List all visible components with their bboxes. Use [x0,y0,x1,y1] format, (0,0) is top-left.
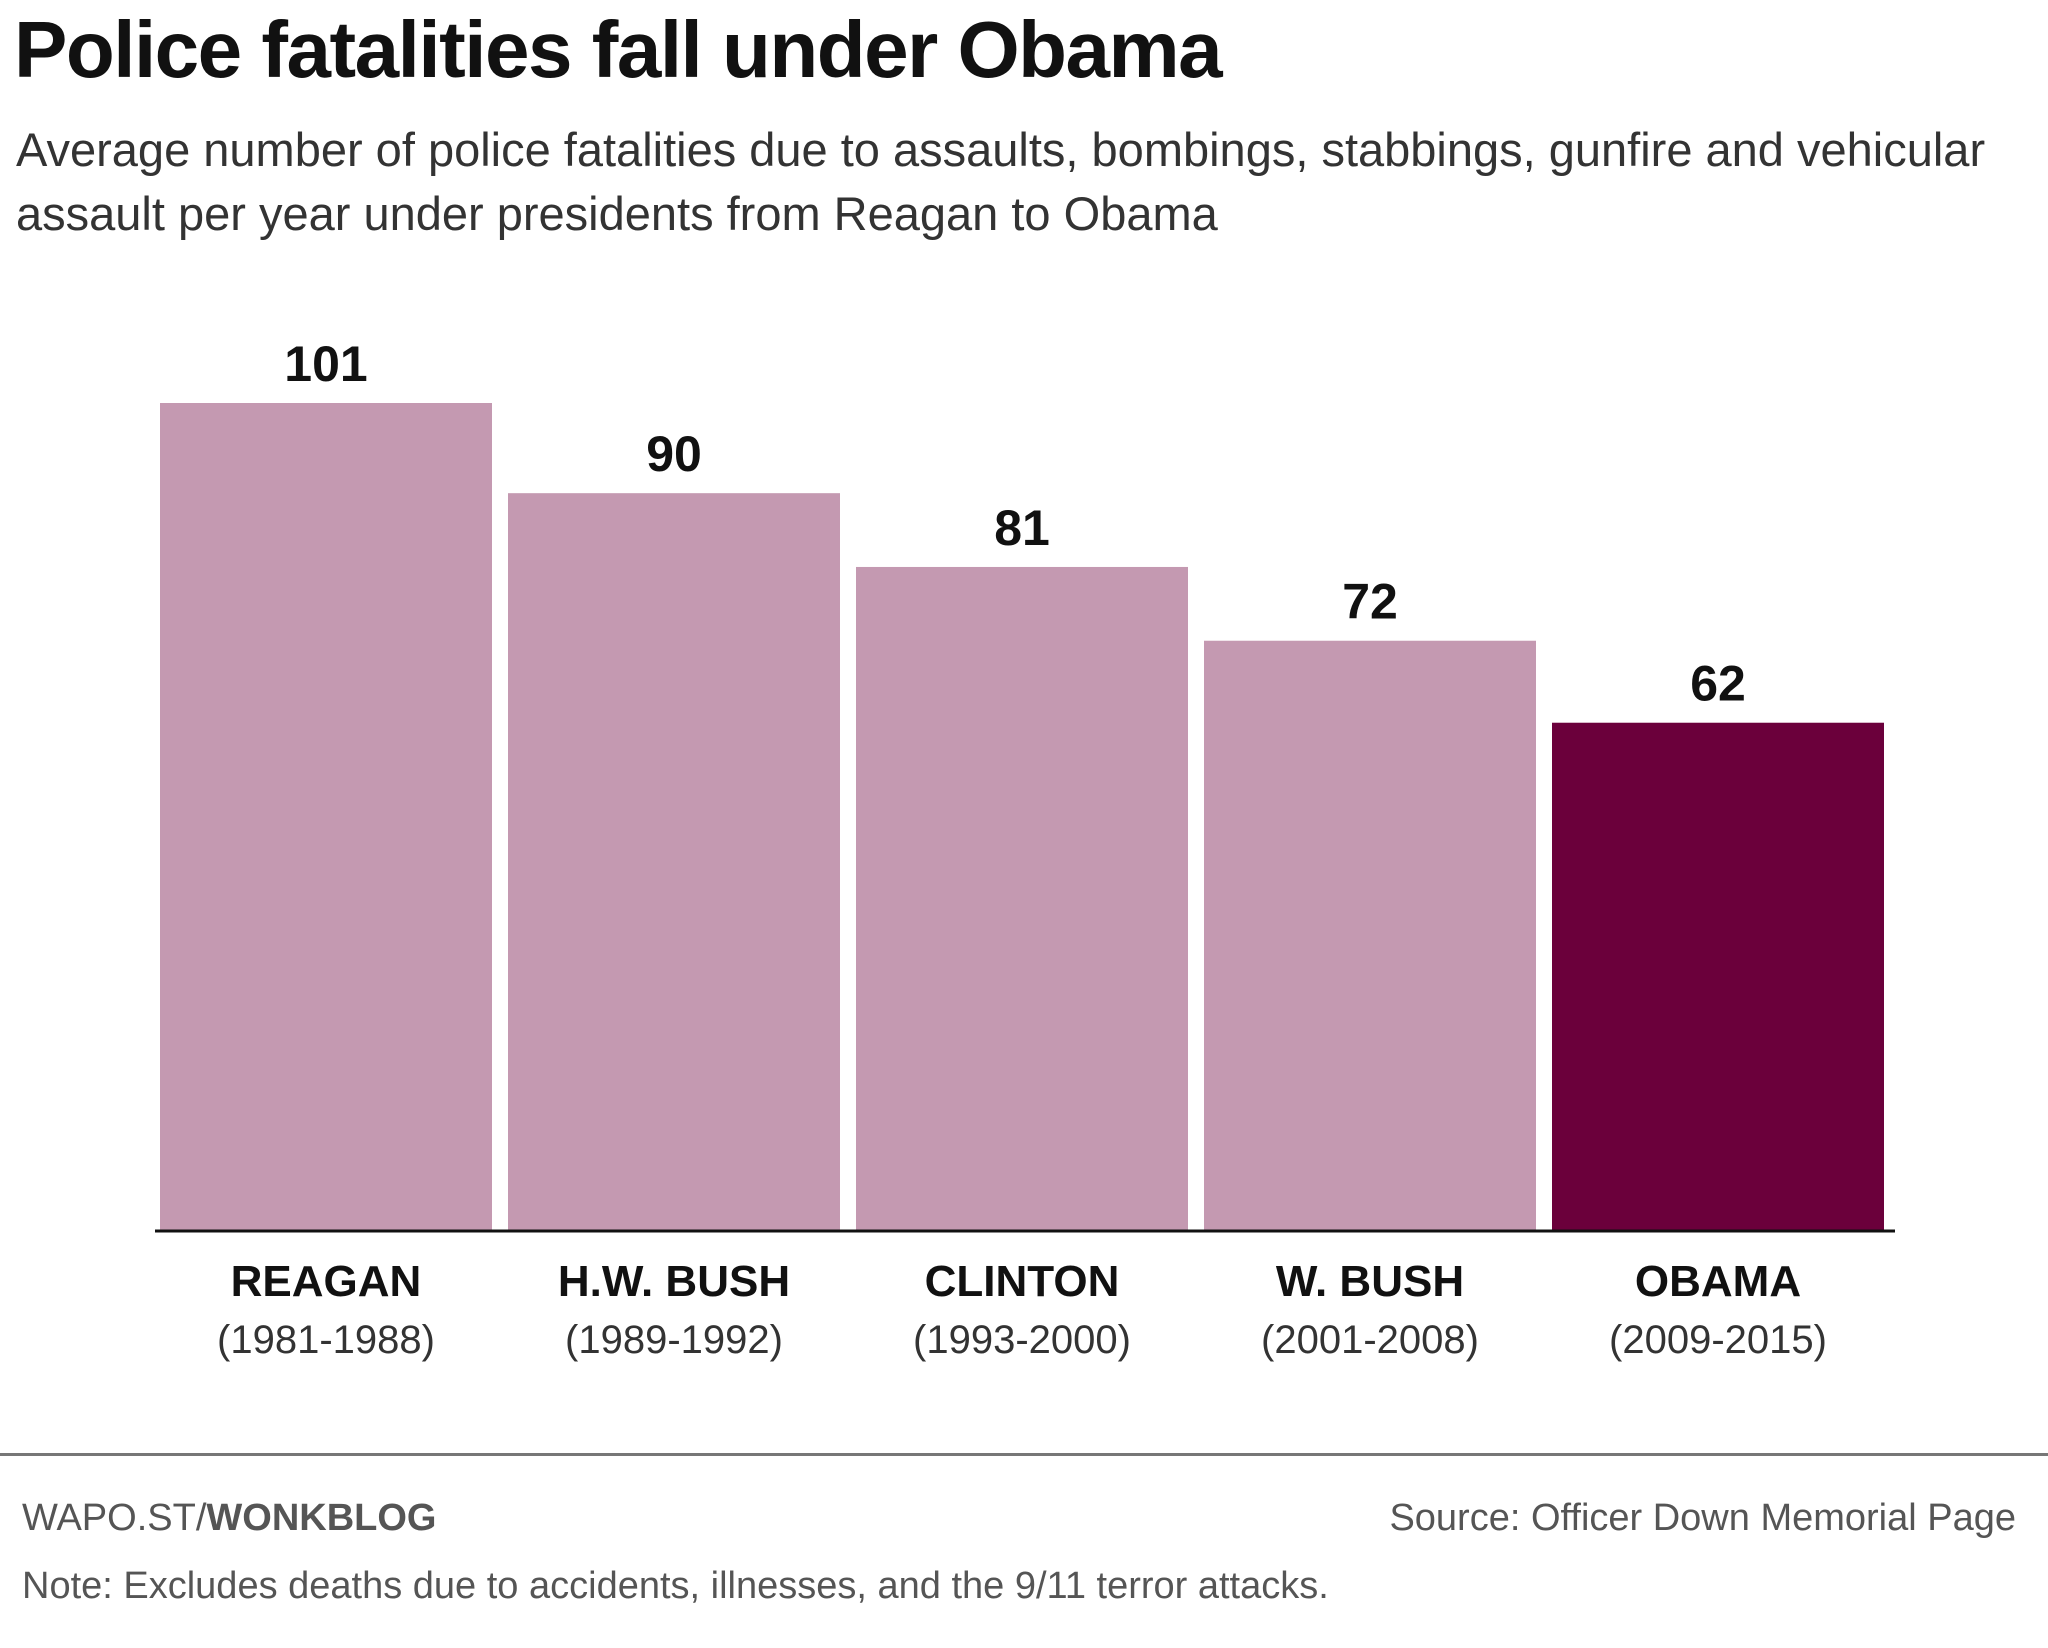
credit-line: WAPO.ST/WONKBLOG [22,1494,436,1542]
bar-value-label: 72 [1342,574,1398,630]
category-label: H.W. BUSH [558,1257,790,1306]
bar-reagan [160,403,492,1231]
category-label: W. BUSH [1276,1257,1464,1306]
bar-value-label: 62 [1690,656,1746,712]
value-labels-layer: 101 90 81 72 62 [284,336,1746,712]
chart-title: Police fatalities fall under Obama [14,5,1223,94]
category-label: OBAMA [1635,1257,1801,1306]
bar-chart: 101 90 81 72 62 REAGAN (1981-1988) H.W. BUSH (1… [155,336,1895,1362]
bar-value-label: 90 [646,426,702,482]
bar-w-bush [1204,640,1536,1231]
category-years-label: (1989-1992) [565,1318,783,1362]
bar-clinton [856,566,1188,1231]
footer-divider [0,1453,2048,1456]
note-line: Note: Excludes deaths due to accidents, … [22,1565,1329,1607]
credit-brand: WONKBLOG [206,1497,437,1539]
bar-h-w-bush [508,493,840,1231]
category-years-label: (1981-1988) [217,1318,435,1362]
category-labels-layer: REAGAN (1981-1988) H.W. BUSH (1989-1992) CLI… [217,1257,1827,1362]
category-years-label: (2001-2008) [1261,1318,1479,1362]
bar-obama [1552,722,1884,1231]
category-label: REAGAN [231,1257,422,1306]
chart-subtitle: Average number of police fatalities due … [16,123,1986,240]
bar-value-label: 81 [994,500,1050,556]
category-years-label: (2009-2015) [1609,1318,1827,1362]
source-line: Source: Officer Down Memorial Page [1389,1497,2016,1539]
bar-value-label: 101 [284,336,367,392]
category-label: CLINTON [925,1257,1120,1306]
credit-prefix: WAPO.ST/ [22,1497,207,1539]
bars-layer [160,403,1884,1231]
category-years-label: (1993-2000) [913,1318,1131,1362]
